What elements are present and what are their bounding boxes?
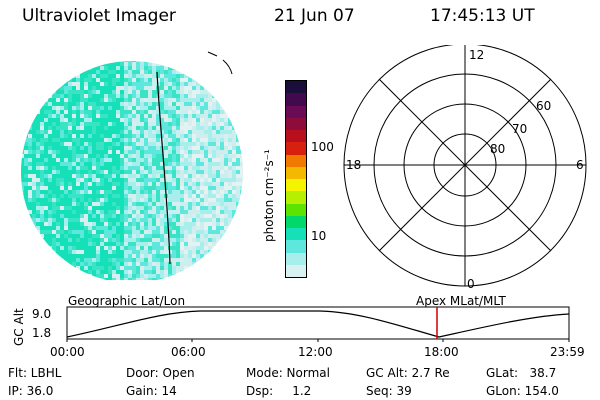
colorbar-gradient xyxy=(286,81,306,277)
polar-diagonal-2 xyxy=(378,78,552,252)
timeline-ytick-low: 1.8 xyxy=(32,326,52,340)
colorbar-band xyxy=(286,154,306,167)
colorbar-band xyxy=(286,93,306,106)
timeline-xtick-1200: 12:00 xyxy=(298,345,333,359)
polar-plot: 12 18 6 0 60 70 80 xyxy=(343,45,587,290)
colorbar-band xyxy=(286,252,306,265)
colorbar-band xyxy=(286,264,306,277)
ip-value: IP: 36.0 xyxy=(8,384,54,398)
mlt-label-12: 12 xyxy=(469,48,484,62)
timeline-xtick-0000: 00:00 xyxy=(50,345,85,359)
colorbar xyxy=(285,80,307,278)
altitude-curve xyxy=(66,310,570,338)
lat-label-70: 70 xyxy=(512,122,527,136)
glon-value: GLon: 154.0 xyxy=(486,384,559,398)
terminator-line xyxy=(156,71,171,265)
colorbar-band xyxy=(286,215,306,228)
date-label: 21 Jun 07 xyxy=(274,6,355,26)
mode-value: Mode: Normal xyxy=(246,366,330,380)
dsp-value: Dsp: 1.2 xyxy=(246,384,312,398)
timeline-ytick-high: 9.0 xyxy=(32,307,52,321)
filter-value: Flt: LBHL xyxy=(8,366,62,380)
colorbar-band xyxy=(286,130,306,143)
timeline-xtick-2359: 23:59 xyxy=(550,345,585,359)
glat-value: GLat: 38.7 xyxy=(486,366,557,380)
timeline-plot xyxy=(66,306,570,342)
gain-value: Gain: 14 xyxy=(126,384,177,398)
instrument-title: Ultraviolet Imager xyxy=(22,6,176,26)
colorbar-tick-100: 100 xyxy=(311,140,334,154)
auroral-image xyxy=(21,51,243,280)
colorbar-band xyxy=(286,228,306,241)
lat-label-60: 60 xyxy=(536,99,551,113)
colorbar-band xyxy=(286,142,306,155)
colorbar-unit-label: photon cm⁻²s⁻¹ xyxy=(262,149,276,242)
timeline-left-title: Geographic Lat/Lon xyxy=(68,294,186,308)
timeline-xtick-0600: 06:00 xyxy=(171,345,206,359)
timeline-frame xyxy=(66,306,570,340)
gc-alt-value: GC Alt: 2.7 Re xyxy=(366,366,450,380)
limb-marker xyxy=(207,51,233,75)
auroral-image-pixels xyxy=(21,61,243,280)
time-label: 17:45:13 UT xyxy=(430,6,535,26)
colorbar-band xyxy=(286,191,306,204)
colorbar-band xyxy=(286,179,306,192)
mlt-label-18: 18 xyxy=(346,158,361,172)
lat-label-80: 80 xyxy=(490,142,505,156)
mlt-label-6: 6 xyxy=(576,158,584,172)
colorbar-band xyxy=(286,166,306,179)
timeline-ylabel: GC Alt xyxy=(12,308,26,346)
colorbar-band xyxy=(286,81,306,94)
door-value: Door: Open xyxy=(126,366,195,380)
colorbar-band xyxy=(286,240,306,253)
colorbar-band xyxy=(286,203,306,216)
mlt-label-0: 0 xyxy=(467,277,475,290)
colorbar-band xyxy=(286,105,306,118)
timeline-xtick-1800: 18:00 xyxy=(424,345,459,359)
colorbar-band xyxy=(286,117,306,130)
colorbar-tick-10: 10 xyxy=(311,229,327,243)
seq-value: Seq: 39 xyxy=(366,384,412,398)
timeline-right-title: Apex MLat/MLT xyxy=(416,294,506,308)
